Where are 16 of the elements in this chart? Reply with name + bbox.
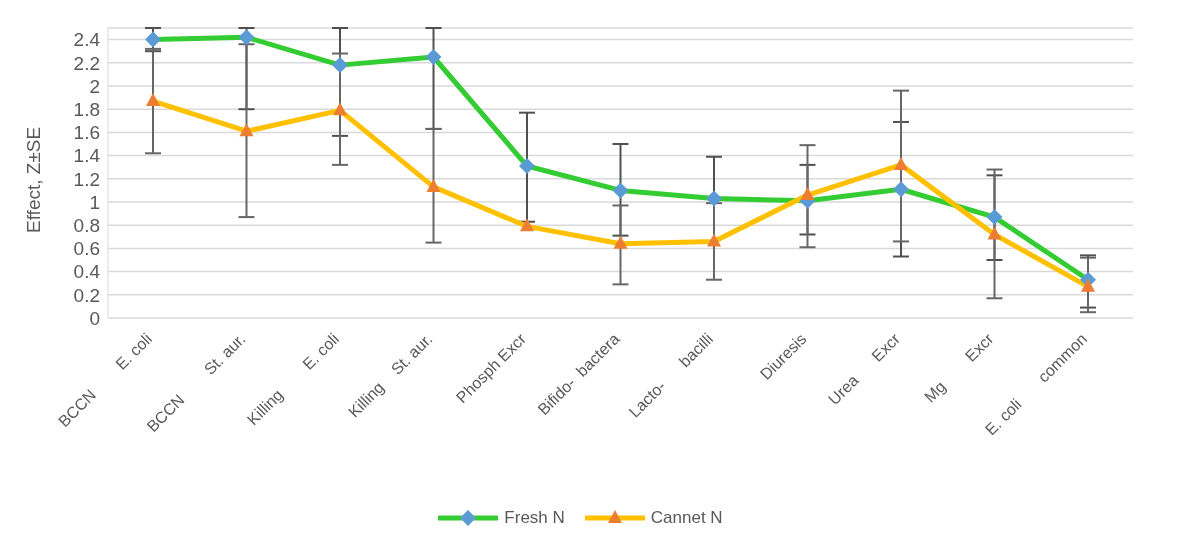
legend-label: Cannet N bbox=[650, 508, 723, 528]
y-tick-label: 1.2 bbox=[73, 168, 100, 190]
y-tick-label: 0.4 bbox=[73, 261, 101, 283]
y-tick-label: 2 bbox=[89, 75, 100, 97]
y-tick-label: 1.6 bbox=[73, 122, 100, 144]
y-axis-title: Effect, Z±SE bbox=[22, 126, 44, 233]
y-tick-label: 1 bbox=[89, 191, 100, 213]
y-tick-label: 1.8 bbox=[73, 98, 100, 120]
y-tick-label: 1.4 bbox=[73, 145, 101, 167]
legend-label: Fresh N bbox=[504, 508, 565, 528]
y-tick-label: 0.8 bbox=[73, 214, 100, 236]
y-tick-label: 2.4 bbox=[73, 29, 101, 51]
y-tick-label: 0 bbox=[89, 307, 100, 329]
y-tick-label: 0.6 bbox=[73, 238, 100, 260]
y-tick-label: 2.2 bbox=[73, 52, 100, 74]
y-tick-label: 0.2 bbox=[73, 284, 100, 306]
